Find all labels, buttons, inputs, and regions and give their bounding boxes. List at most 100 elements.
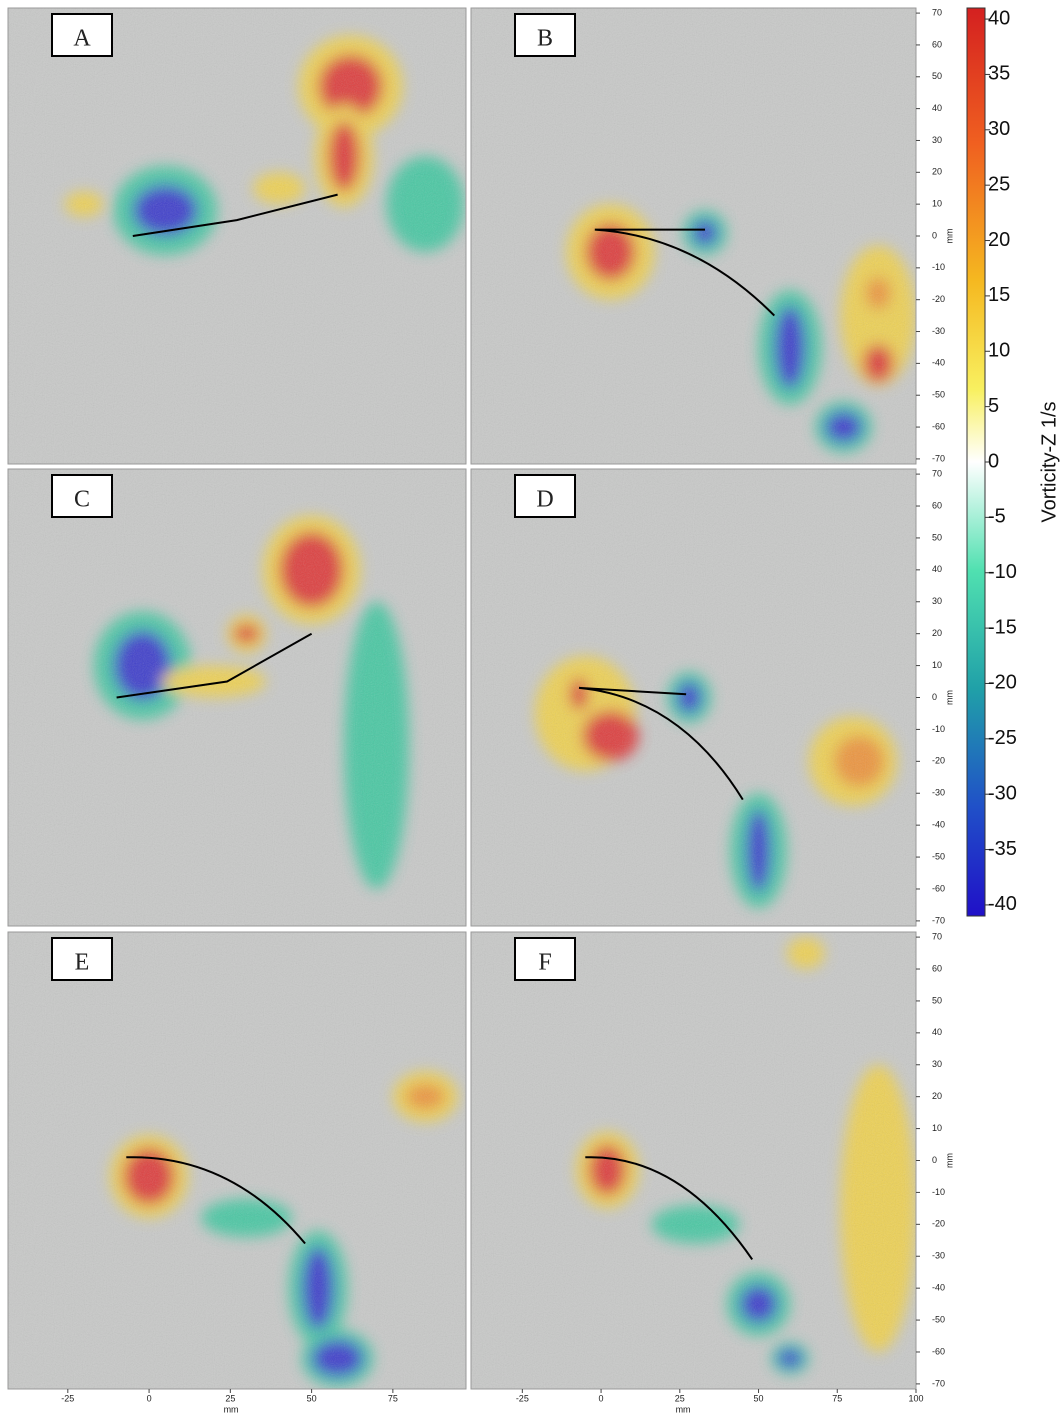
trajectory-line bbox=[578, 686, 744, 801]
y-tick-label: 40 bbox=[932, 564, 942, 574]
panel-field bbox=[471, 8, 916, 464]
y-tick-label: -50 bbox=[932, 1314, 945, 1324]
x-tick-label: 100 bbox=[908, 1393, 923, 1403]
trajectory-line bbox=[126, 1156, 306, 1245]
noise bbox=[471, 469, 916, 926]
y-tick-label: -70 bbox=[932, 915, 945, 925]
panel: E bbox=[7, 931, 467, 1390]
panel-field bbox=[471, 932, 916, 1389]
colorbar-tick-label: -30 bbox=[988, 782, 1017, 804]
y-tick-label: 30 bbox=[932, 1059, 942, 1069]
y-tick-label: -20 bbox=[932, 756, 945, 766]
y-tick-label: -10 bbox=[932, 1187, 945, 1197]
y-tick-label: 70 bbox=[932, 931, 942, 941]
y-tick-label: 70 bbox=[932, 468, 942, 478]
label-box bbox=[51, 474, 113, 518]
panel-field bbox=[8, 469, 466, 926]
colorbar-tick-label: 10 bbox=[988, 340, 1010, 362]
colorbar-tick-label: -15 bbox=[988, 616, 1017, 638]
x-tick-label: 75 bbox=[832, 1393, 842, 1403]
y-tick-label: -50 bbox=[932, 390, 945, 400]
y-tick-label: -40 bbox=[932, 1283, 945, 1293]
x-tick-label: 25 bbox=[675, 1393, 685, 1403]
x-axis-label: mm bbox=[676, 1404, 691, 1414]
x-tick-label: 50 bbox=[307, 1393, 317, 1403]
label-box bbox=[51, 937, 113, 981]
panel-field bbox=[8, 932, 466, 1389]
y-axis-label: mm bbox=[944, 229, 954, 244]
y-tick-label: 20 bbox=[932, 1091, 942, 1101]
y-tick-label: -30 bbox=[932, 326, 945, 336]
label-box bbox=[514, 13, 576, 57]
y-tick-label: -10 bbox=[932, 724, 945, 734]
y-tick-label: 60 bbox=[932, 963, 942, 973]
colorbar-tick-label: 15 bbox=[988, 284, 1010, 306]
panel-label: C bbox=[74, 487, 90, 513]
y-tick-label: 0 bbox=[932, 692, 937, 702]
y-tick-label: 0 bbox=[932, 230, 937, 240]
panel: D bbox=[470, 468, 917, 927]
colorbar-tick-label: -5 bbox=[988, 506, 1006, 528]
colorbar-tick-label: 25 bbox=[988, 173, 1010, 195]
y-tick-label: 60 bbox=[932, 500, 942, 510]
y-tick-label: 10 bbox=[932, 660, 942, 670]
noise bbox=[8, 8, 466, 464]
x-tick-label: -25 bbox=[61, 1393, 74, 1403]
y-tick-label: -60 bbox=[932, 1346, 945, 1356]
y-tick-label: 30 bbox=[932, 135, 942, 145]
trajectory-line bbox=[116, 632, 313, 699]
colorbar-label: Vorticity-Z 1/s bbox=[1038, 401, 1060, 522]
colorbar-tick-label: -10 bbox=[988, 561, 1017, 583]
x-axis-label: mm bbox=[224, 1404, 239, 1414]
panel-field bbox=[471, 469, 916, 926]
colorbar-tick-label: 0 bbox=[988, 450, 999, 472]
y-tick-label: -30 bbox=[932, 788, 945, 798]
panel: B bbox=[470, 7, 917, 465]
y-axis-label: mm bbox=[944, 1153, 954, 1168]
label-box bbox=[51, 13, 113, 57]
y-tick-label: 40 bbox=[932, 1027, 942, 1037]
y-tick-label: -10 bbox=[932, 262, 945, 272]
x-tick-label: 25 bbox=[225, 1393, 235, 1403]
y-tick-label: -60 bbox=[932, 421, 945, 431]
y-tick-label: 50 bbox=[932, 71, 942, 81]
panel-border bbox=[7, 468, 467, 927]
y-axis-label: mm bbox=[944, 690, 954, 705]
y-tick-label: -20 bbox=[932, 1219, 945, 1229]
y-tick-label: 20 bbox=[932, 167, 942, 177]
y-tick-label: -70 bbox=[932, 1378, 945, 1388]
panel-border bbox=[7, 7, 467, 465]
y-tick-label: -60 bbox=[932, 883, 945, 893]
trajectory-line bbox=[594, 228, 776, 317]
label-box bbox=[514, 937, 576, 981]
y-tick-label: -40 bbox=[932, 358, 945, 368]
colorbar-tick-label: 35 bbox=[988, 63, 1010, 85]
panel-border bbox=[7, 931, 467, 1390]
y-tick-label: 10 bbox=[932, 199, 942, 209]
y-tick-label: -30 bbox=[932, 1251, 945, 1261]
panel-field bbox=[8, 8, 466, 464]
colorbar-tick-label: -25 bbox=[988, 727, 1017, 749]
y-tick-label: 0 bbox=[932, 1155, 937, 1165]
panel: C bbox=[7, 468, 467, 927]
y-tick-label: -70 bbox=[932, 453, 945, 463]
y-tick-label: 30 bbox=[932, 596, 942, 606]
y-tick-label: 20 bbox=[932, 628, 942, 638]
y-tick-label: -20 bbox=[932, 294, 945, 304]
colorbar-tick-label: -20 bbox=[988, 672, 1017, 694]
y-tick-label: 70 bbox=[932, 7, 942, 17]
colorbar-tick-label: 5 bbox=[988, 395, 999, 417]
colorbar-tick-label: 40 bbox=[988, 7, 1010, 29]
colorbar bbox=[966, 7, 986, 917]
panel: A bbox=[7, 7, 467, 465]
y-tick-label: 50 bbox=[932, 532, 942, 542]
panel-label: D bbox=[536, 487, 553, 513]
y-tick-label: 40 bbox=[932, 103, 942, 113]
panel: F bbox=[470, 931, 917, 1390]
colorbar-tick-label: 30 bbox=[988, 118, 1010, 140]
x-tick-label: -25 bbox=[516, 1393, 529, 1403]
y-tick-label: 60 bbox=[932, 39, 942, 49]
noise bbox=[8, 932, 466, 1389]
trajectory-line bbox=[132, 193, 338, 237]
